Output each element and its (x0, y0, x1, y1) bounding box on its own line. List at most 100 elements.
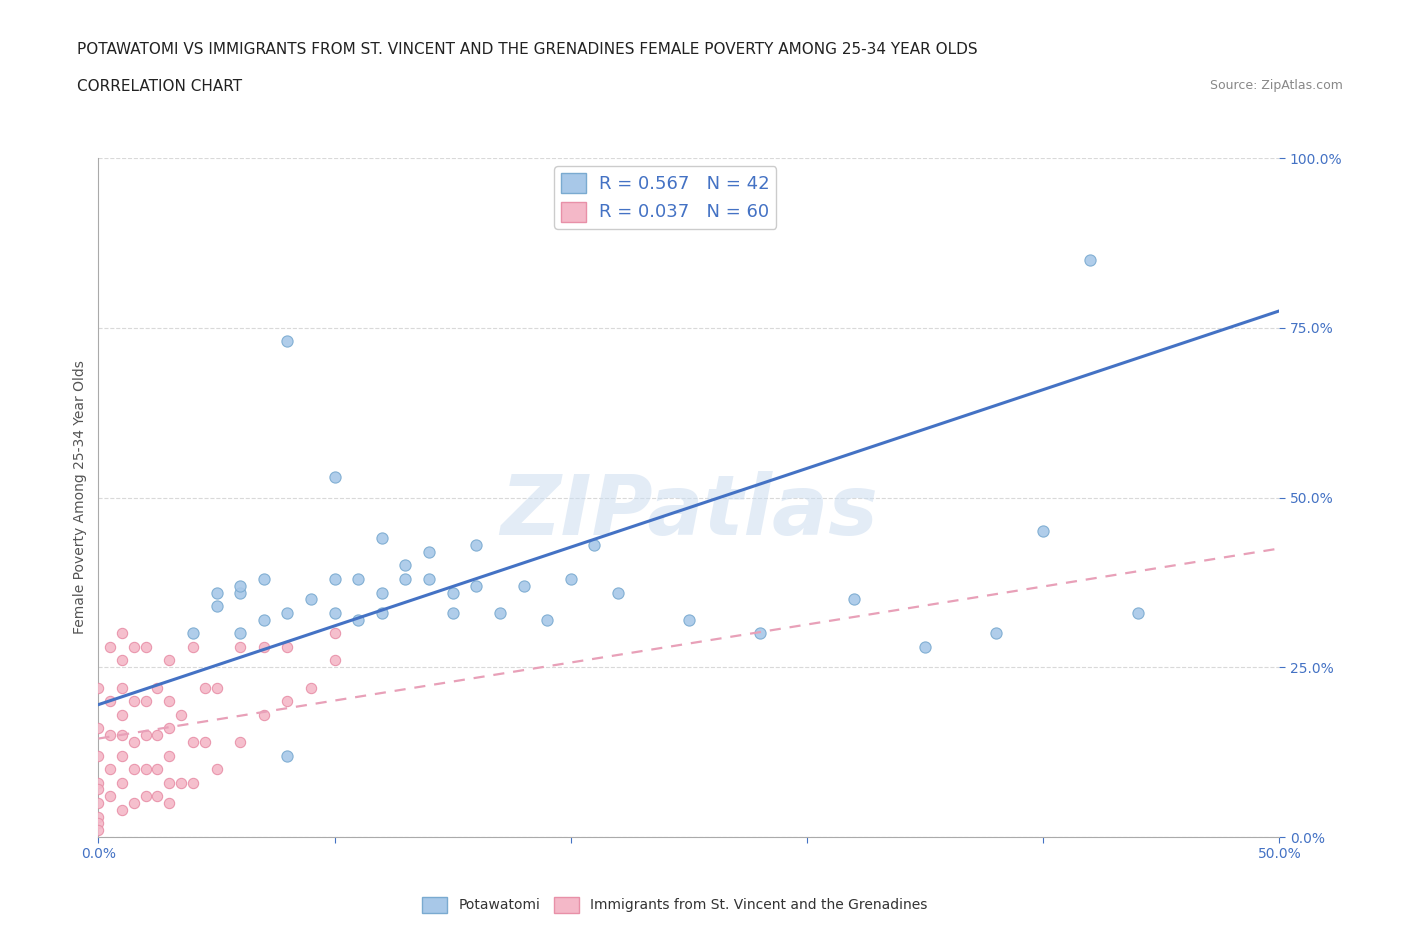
Point (323, 653, 346, 668)
Legend: Potawatomi, Immigrants from St. Vincent and the Grenadines: Potawatomi, Immigrants from St. Vincent … (416, 891, 934, 919)
Point (98, 640, 121, 655)
Point (229, 735, 252, 750)
Point (157, 721, 180, 736)
Point (111, 776, 134, 790)
Point (98, 762, 121, 777)
Point (181, 626, 204, 641)
Point (98, 694, 121, 709)
Point (87, 823, 110, 838)
Point (146, 762, 169, 777)
Point (135, 762, 157, 777)
Point (394, 558, 416, 573)
Point (323, 470, 346, 485)
Point (146, 789, 169, 804)
Point (111, 680, 134, 695)
Point (418, 544, 440, 559)
Point (323, 572, 346, 587)
Point (87, 776, 110, 790)
Point (418, 572, 440, 587)
Point (111, 626, 134, 641)
Point (276, 640, 298, 655)
Point (111, 748, 134, 763)
Point (170, 708, 193, 723)
Point (181, 735, 204, 750)
Point (157, 748, 180, 763)
Point (122, 694, 145, 709)
Point (157, 796, 180, 811)
Point (157, 694, 180, 709)
Point (157, 653, 180, 668)
Point (146, 680, 169, 695)
Point (205, 762, 228, 777)
Point (229, 585, 252, 600)
Point (512, 578, 534, 593)
Text: Source: ZipAtlas.com: Source: ZipAtlas.com (1209, 79, 1343, 92)
Point (122, 640, 145, 655)
Point (253, 572, 276, 587)
Point (465, 538, 488, 552)
Point (276, 334, 298, 349)
Point (607, 585, 630, 600)
Point (489, 605, 512, 620)
Point (371, 585, 394, 600)
Point (87, 680, 110, 695)
Point (323, 605, 346, 620)
Point (844, 592, 866, 607)
Point (98, 789, 121, 804)
Point (122, 796, 145, 811)
Point (181, 640, 204, 655)
Point (441, 585, 464, 600)
Point (276, 748, 298, 763)
Point (323, 626, 346, 641)
Point (111, 803, 134, 817)
Point (87, 809, 110, 824)
Point (229, 640, 252, 655)
Point (205, 680, 228, 695)
Point (135, 789, 157, 804)
Point (87, 816, 110, 830)
Point (111, 653, 134, 668)
Point (146, 727, 169, 742)
Point (371, 605, 394, 620)
Point (1126, 605, 1149, 620)
Point (276, 605, 298, 620)
Point (465, 578, 488, 593)
Point (441, 605, 464, 620)
Point (253, 708, 276, 723)
Point (229, 626, 252, 641)
Y-axis label: Female Poverty Among 25-34 Year Olds: Female Poverty Among 25-34 Year Olds (73, 361, 87, 634)
Point (678, 612, 700, 627)
Point (111, 727, 134, 742)
Point (560, 572, 582, 587)
Point (347, 572, 370, 587)
Point (87, 782, 110, 797)
Point (276, 694, 298, 709)
Point (122, 735, 145, 750)
Point (299, 680, 322, 695)
Point (299, 592, 322, 607)
Text: CORRELATION CHART: CORRELATION CHART (77, 79, 242, 94)
Point (347, 612, 370, 627)
Text: POTAWATOMI VS IMMIGRANTS FROM ST. VINCENT AND THE GRENADINES FEMALE POVERTY AMON: POTAWATOMI VS IMMIGRANTS FROM ST. VINCEN… (77, 42, 979, 57)
Point (87, 748, 110, 763)
Point (536, 612, 558, 627)
Point (170, 776, 193, 790)
Point (253, 640, 276, 655)
Point (1080, 253, 1102, 268)
Point (98, 727, 121, 742)
Point (914, 640, 936, 655)
Point (157, 776, 180, 790)
Point (111, 708, 134, 723)
Point (122, 762, 145, 777)
Point (181, 776, 204, 790)
Point (205, 585, 228, 600)
Text: ZIPatlas: ZIPatlas (501, 471, 877, 551)
Point (194, 680, 217, 695)
Point (135, 694, 157, 709)
Point (253, 612, 276, 627)
Point (135, 727, 157, 742)
Point (194, 735, 217, 750)
Legend: R = 0.567   N = 42, R = 0.037   N = 60: R = 0.567 N = 42, R = 0.037 N = 60 (554, 166, 776, 229)
Point (229, 578, 252, 593)
Point (135, 640, 157, 655)
